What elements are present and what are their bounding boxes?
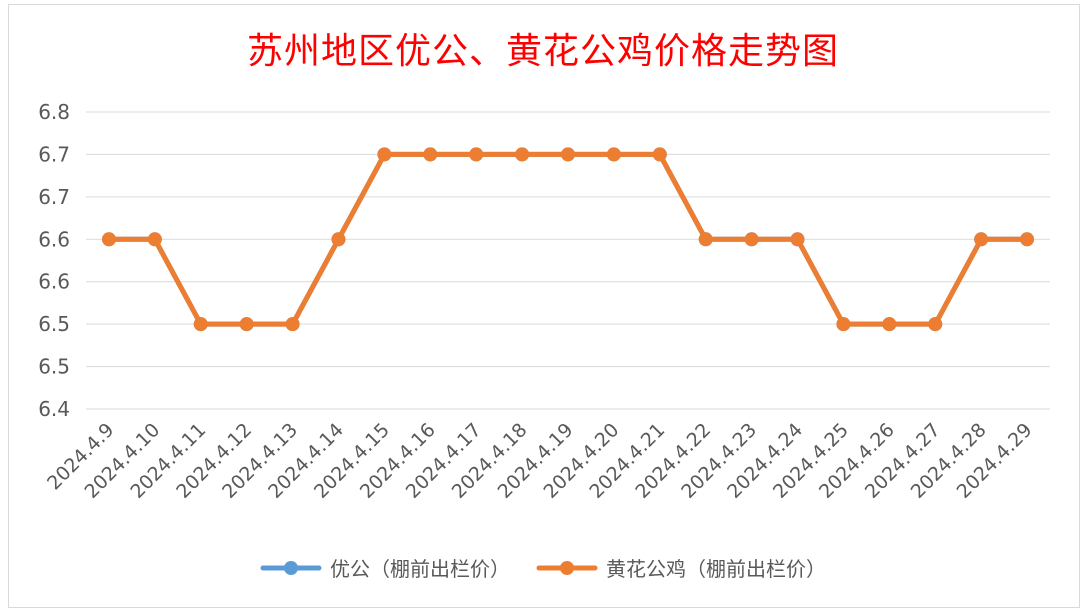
y-tick-label: 6.4 bbox=[38, 397, 70, 421]
y-tick-label: 6.5 bbox=[38, 312, 70, 336]
data-point bbox=[331, 232, 346, 247]
data-point bbox=[515, 147, 530, 162]
legend-item: 黄花公鸡（棚前出栏价） bbox=[536, 553, 826, 582]
legend-swatch bbox=[536, 560, 598, 575]
data-point bbox=[285, 317, 300, 332]
y-tick-label: 6.7 bbox=[38, 185, 70, 209]
data-point bbox=[469, 147, 484, 162]
data-point bbox=[974, 232, 989, 247]
legend-label: 优公（棚前出栏价） bbox=[330, 557, 510, 581]
legend: 优公（棚前出栏价） 黄花公鸡（棚前出栏价） bbox=[0, 553, 1086, 582]
data-point bbox=[928, 317, 943, 332]
data-point bbox=[561, 147, 575, 162]
data-point bbox=[101, 232, 116, 247]
chart-title: 苏州地区优公、黄花公鸡价格走势图 bbox=[246, 31, 839, 72]
data-point bbox=[1020, 232, 1035, 247]
data-point bbox=[193, 317, 208, 332]
chart-area bbox=[8, 4, 1080, 608]
y-tick-label: 6.6 bbox=[38, 227, 70, 251]
data-point bbox=[147, 232, 162, 247]
data-point bbox=[239, 317, 254, 332]
legend-label: 黄花公鸡（棚前出栏价） bbox=[606, 557, 826, 581]
data-point bbox=[698, 232, 713, 247]
data-point bbox=[377, 147, 392, 162]
data-point bbox=[606, 147, 621, 162]
data-point bbox=[790, 232, 805, 247]
y-tick-label: 6.6 bbox=[38, 270, 70, 294]
y-tick-label: 6.8 bbox=[38, 100, 70, 124]
y-tick-label: 6.7 bbox=[38, 142, 70, 166]
data-point bbox=[423, 147, 438, 162]
data-point bbox=[652, 147, 667, 162]
legend-swatch bbox=[260, 560, 322, 575]
data-point bbox=[836, 317, 851, 332]
y-tick-label: 6.5 bbox=[38, 355, 70, 379]
data-point bbox=[744, 232, 759, 247]
data-point bbox=[882, 317, 897, 332]
legend-item: 优公（棚前出栏价） bbox=[260, 553, 510, 582]
